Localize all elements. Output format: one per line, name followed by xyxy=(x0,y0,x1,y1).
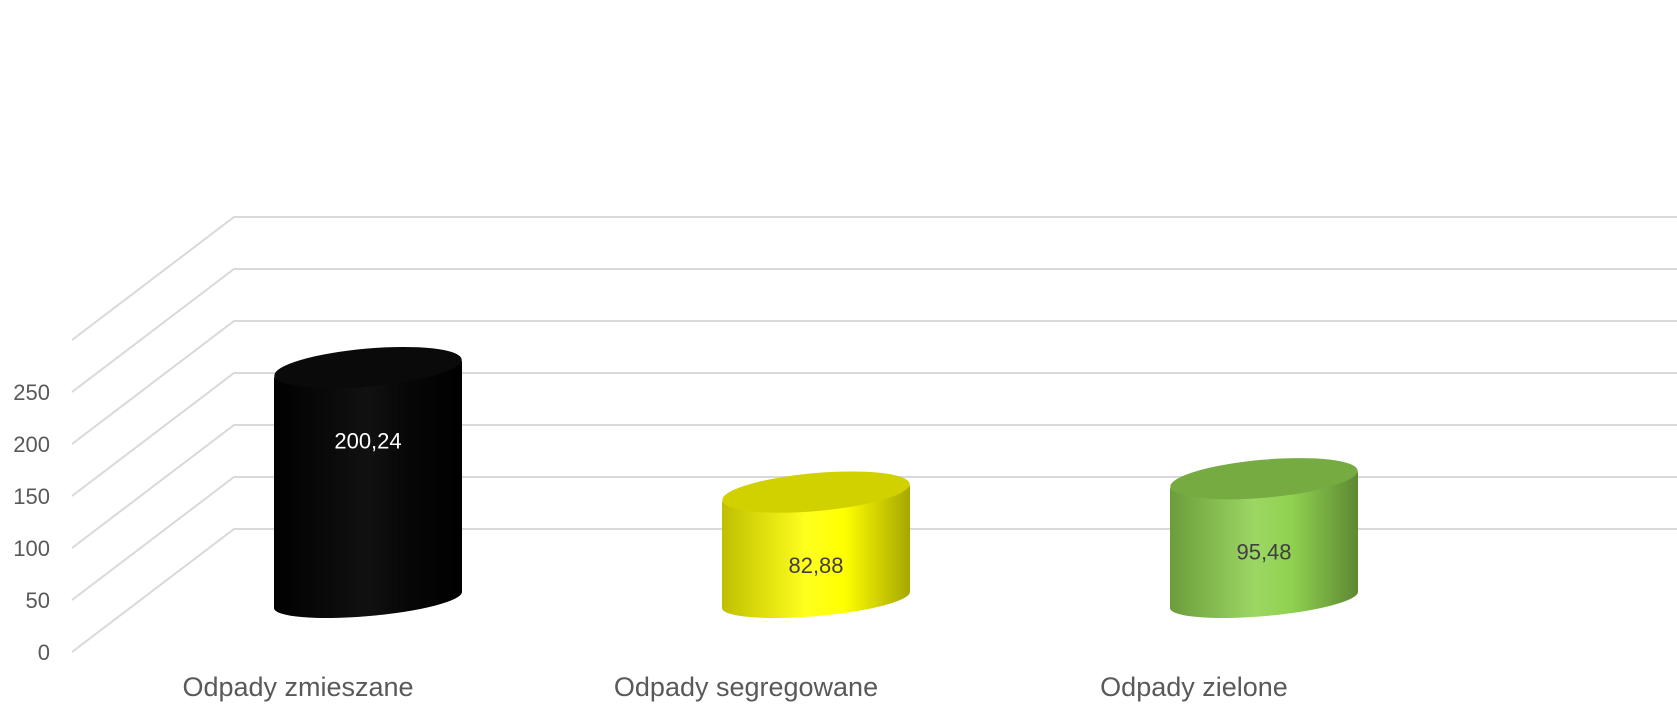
category-label: Odpady segregowane xyxy=(614,672,878,702)
category-label: Odpady zmieszane xyxy=(182,672,413,702)
gridline xyxy=(71,268,1677,393)
gridline xyxy=(71,320,1677,445)
bar xyxy=(1170,458,1359,618)
bar xyxy=(722,471,911,618)
bar-top xyxy=(1170,458,1358,500)
bar-top xyxy=(722,471,910,513)
gridline xyxy=(71,216,1677,341)
y-tick-label: 250 xyxy=(13,380,50,405)
gridlines xyxy=(71,216,1677,653)
bar xyxy=(274,346,463,618)
bar-body xyxy=(722,484,911,618)
bars xyxy=(274,346,1359,618)
y-tick-label: 50 xyxy=(26,588,50,613)
y-tick-label: 0 xyxy=(38,640,50,665)
labels: 200,24 Odpady zmieszane 82,88 Odpady segreg… xyxy=(182,429,1291,702)
bar-top xyxy=(274,346,462,389)
gridline xyxy=(71,372,1677,497)
y-tick-label: 150 xyxy=(13,484,50,509)
y-tick-label: 100 xyxy=(13,536,50,561)
gridline xyxy=(71,424,1677,549)
bar-body xyxy=(274,359,463,618)
data-label: 95,48 xyxy=(1236,540,1291,565)
bar-body xyxy=(1170,470,1359,618)
data-label: 82,88 xyxy=(788,553,843,578)
data-label: 200,24 xyxy=(334,429,401,454)
category-label: Odpady zielone xyxy=(1100,672,1288,702)
y-tick-label: 200 xyxy=(13,432,50,457)
y-axis: 0 50 100 150 200 250 xyxy=(13,380,50,665)
